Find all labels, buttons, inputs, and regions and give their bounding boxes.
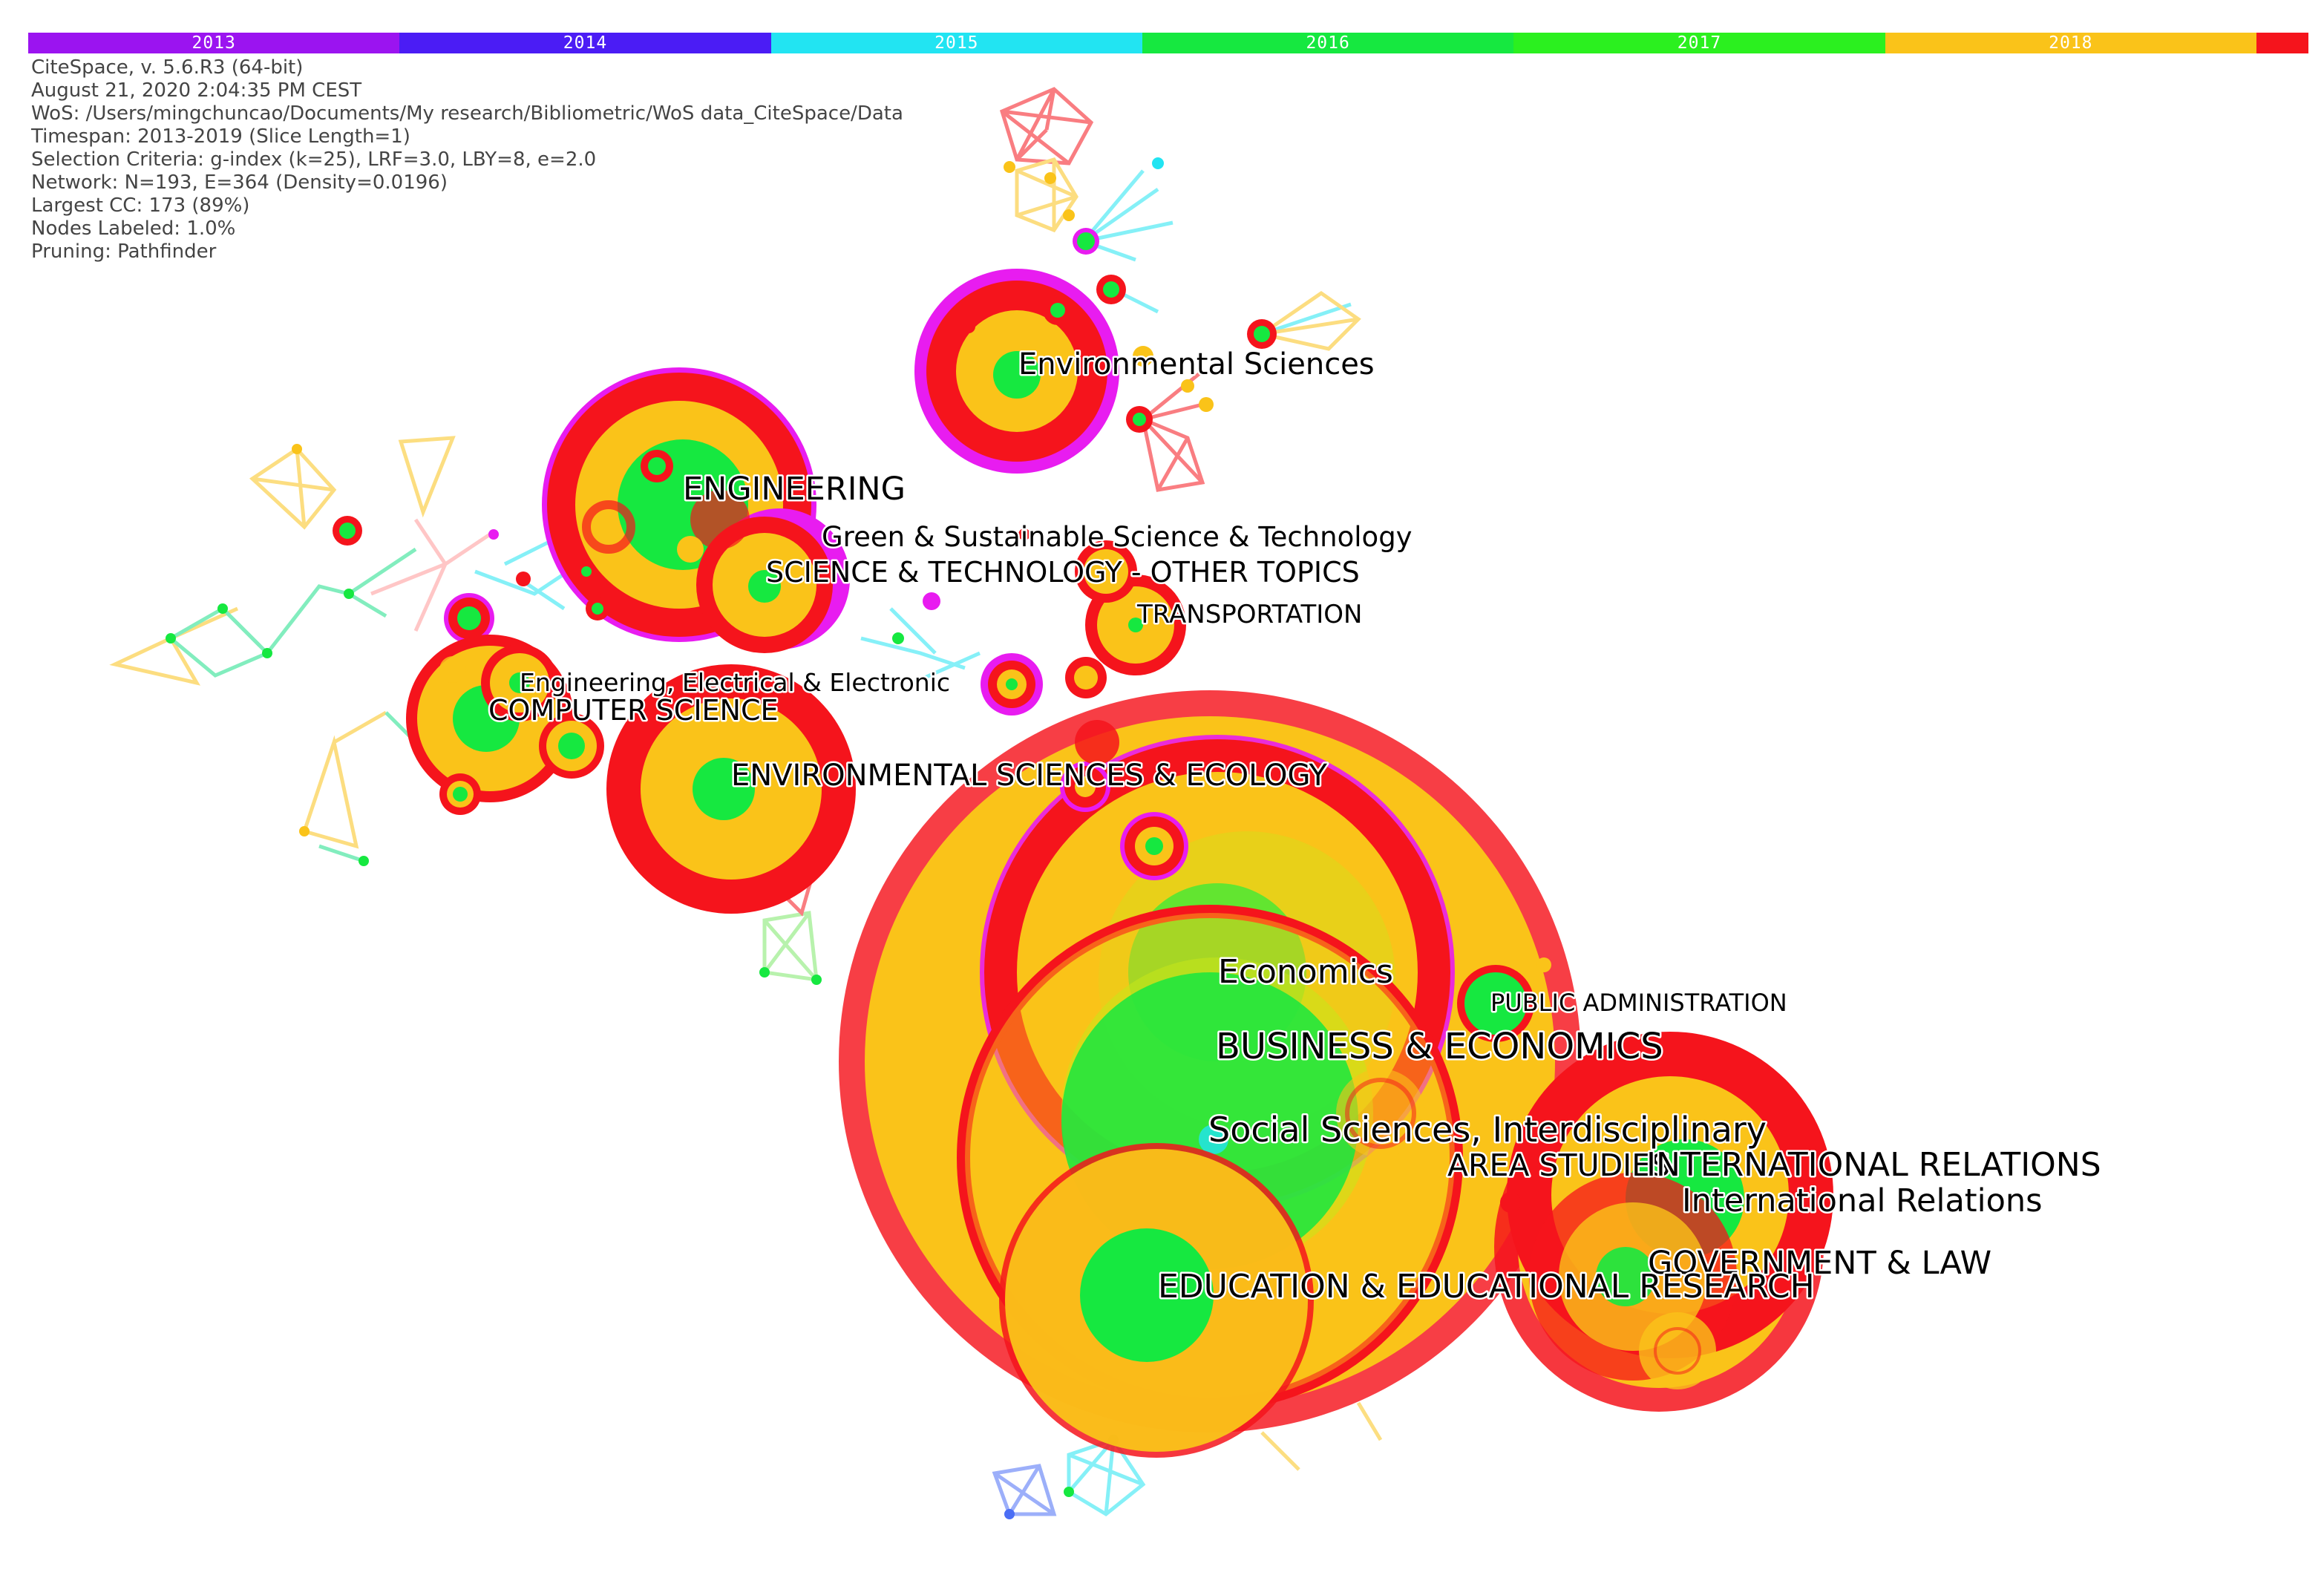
cluster-bottom-blue (995, 1466, 1054, 1514)
rays-cyan (1084, 171, 1351, 334)
cluster-left-teal (171, 549, 416, 675)
label-business-economics: BUSINESS & ECONOMICS (1216, 1026, 1663, 1067)
label-international-relations: International Relations (1682, 1182, 2043, 1219)
label-env-sciences-ecology: ENVIRONMENTAL SCIENCES & ECOLOGY (731, 759, 1328, 793)
label-public-administration: PUBLIC ADMINISTRATION (1490, 989, 1787, 1017)
label-environmental-sciences: Environmental Sciences (1018, 347, 1375, 382)
cluster-right-orange (1262, 293, 1358, 349)
label-international-relations-caps: INTERNATIONAL RELATIONS (1646, 1146, 2101, 1184)
cluster-bottom-green (765, 913, 816, 980)
cluster-top-red (1002, 89, 1091, 163)
cluster-lowleft-orange (304, 713, 386, 846)
label-computer-science: COMPUTER SCIENCE (488, 694, 779, 727)
label-science-technology: SCIENCE & TECHNOLOGY - OTHER TOPICS (766, 556, 1360, 589)
label-area-studies: AREA STUDIES (1447, 1147, 1670, 1183)
label-transportation: TRANSPORTATION (1136, 600, 1362, 629)
label-economics: Economics (1218, 953, 1393, 991)
label-green-sustainable: Green & Sustainable Science & Technology (822, 521, 1413, 553)
label-engineering: ENGINEERING (683, 471, 906, 508)
network-large-nodes (839, 690, 1833, 1458)
label-education: EDUCATION & EDUCATIONAL RESEARCH (1158, 1268, 1815, 1306)
label-engineering-electrical: Engineering, Electrical & Electronic (520, 668, 950, 697)
label-social-sciences: Social Sciences, Interdisciplinary (1208, 1110, 1767, 1150)
